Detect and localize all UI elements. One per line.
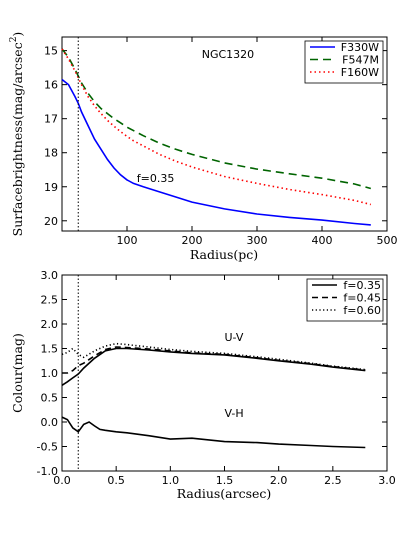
legend-label: f=0.35 (343, 279, 381, 292)
y-tick-label: 2.5 (41, 294, 59, 307)
x-tick-label: 0.5 (107, 474, 125, 487)
legend-entries-bottom: f=0.35f=0.45f=0.60 (312, 279, 381, 317)
series-line-f-0-60 (61, 342, 366, 371)
y-tick-label: 1.5 (41, 343, 59, 356)
annotation-u-v: U-V (225, 331, 244, 344)
y-axis-label-bottom: Colour(mag) (10, 333, 25, 413)
x-axis-label-top: Radius(pc) (190, 247, 258, 262)
y-axis-label-top: Surfacebrightness(mag/arcsec2) (9, 32, 25, 237)
y-tick-label: 2.0 (41, 318, 59, 331)
series-line-f-0-45 (62, 346, 366, 374)
x-tick-label: 400 (312, 234, 333, 247)
series-lines-bottom (61, 342, 366, 449)
x-tick-label: 500 (377, 234, 398, 247)
panel-surface-brightness: 100 200 300 400 500 15 16 17 18 19 20 NGC1320 f=0.… (9, 32, 398, 262)
y-axis-label-top-close: ) (10, 32, 25, 37)
legend-label: F547M (342, 54, 379, 67)
x-axis-label-bottom: Radius(arcsec) (177, 486, 272, 501)
annotation-v-h: V-H (225, 407, 244, 420)
y-tick-label: 18 (44, 147, 58, 160)
x-tick-label: 1.5 (216, 474, 234, 487)
x-tick-label: 2.0 (270, 474, 288, 487)
x-tick-label: 200 (182, 234, 203, 247)
y-tick-label: 16 (44, 79, 58, 92)
y-tick-label: -0.5 (37, 441, 58, 454)
series-line-f547m (61, 48, 372, 190)
y-tick-label: 17 (44, 113, 58, 126)
x-tick-label: 300 (247, 234, 268, 247)
y-tick-label: 1.0 (41, 367, 59, 380)
y-axis-label-top-sup: 2 (9, 37, 19, 43)
y-axis-label-top-main: Surfacebrightness(mag/arcsec (10, 42, 25, 236)
y-tick-label: 0.0 (41, 416, 59, 429)
x-tick-label: 3.0 (378, 474, 396, 487)
legend-bottom: f=0.35f=0.45f=0.60 (306, 278, 384, 322)
plot-frame-top (61, 36, 388, 232)
x-tick-label: 2.5 (324, 474, 342, 487)
legend-box-bottom (306, 278, 384, 322)
legend-label: f=0.45 (343, 292, 381, 305)
series-lines-top (61, 48, 372, 226)
axis-ticks-bottom: 0.0 0.5 1.0 1.5 2.0 2.5 3.0 -1.0 -0.5 0.0 0.5 1.0 1.… (37, 269, 396, 487)
legend-label: F160W (341, 66, 379, 79)
y-tick-label: 3.0 (41, 269, 59, 282)
x-tick-label: 1.0 (162, 474, 180, 487)
legend-label: f=0.60 (343, 304, 381, 317)
series-line-v-h (61, 416, 366, 449)
series-line-f-0-35 (61, 347, 366, 386)
axis-ticks-top: 100 200 300 400 500 15 16 17 18 19 20 (44, 37, 398, 247)
x-tick-label: 0.0 (53, 474, 71, 487)
y-tick-label: -1.0 (37, 465, 58, 478)
y-tick-label: 20 (44, 215, 58, 228)
legend-box-top (304, 40, 384, 84)
legend-label: F330W (341, 41, 379, 54)
y-tick-label: 19 (44, 181, 58, 194)
y-tick-label: 15 (44, 45, 58, 58)
x-tick-label: 100 (117, 234, 138, 247)
y-tick-label: 0.5 (41, 392, 59, 405)
annotation-galaxy-name: NGC1320 (202, 48, 254, 61)
series-line-f330w (61, 78, 371, 226)
panel-colour: 0.0 0.5 1.0 1.5 2.0 2.5 3.0 -1.0 -0.5 0.0 0.5 1.0 1.… (10, 269, 396, 501)
annotation-f-value: f=0.35 (137, 172, 175, 185)
